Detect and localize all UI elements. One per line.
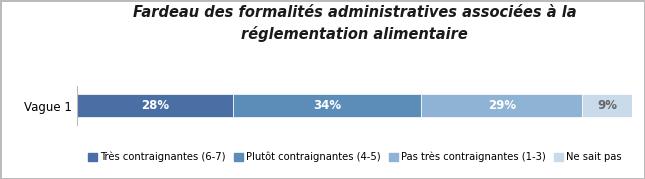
Bar <box>421 94 582 117</box>
Text: Fardeau des formalités administratives associées à la
réglementation alimentaire: Fardeau des formalités administratives a… <box>133 5 577 42</box>
Bar <box>233 94 421 117</box>
Legend: Très contraignantes (6-7), Plutôt contraignantes (4-5), Pas très contraignantes : Très contraignantes (6-7), Plutôt contra… <box>88 152 622 163</box>
Text: 29%: 29% <box>488 99 516 112</box>
Bar <box>77 94 233 117</box>
Text: 28%: 28% <box>141 99 169 112</box>
Text: 34%: 34% <box>313 99 341 112</box>
Text: 9%: 9% <box>597 99 617 112</box>
Bar <box>582 94 632 117</box>
